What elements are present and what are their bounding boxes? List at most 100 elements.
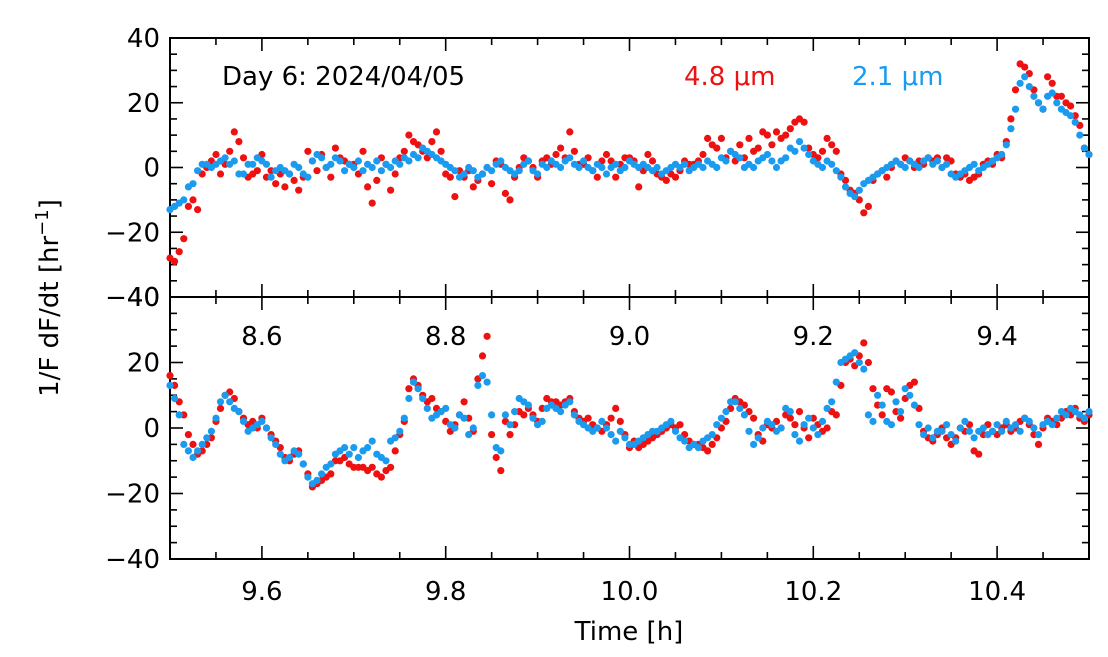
data-point-4-8-um [1048, 79, 1056, 87]
data-point-2-1-um [400, 414, 408, 422]
data-point-2-1-um [828, 160, 836, 168]
data-point-2-1-um [350, 163, 358, 172]
data-point-4-8-um [272, 180, 280, 188]
data-point-2-1-um [805, 150, 813, 159]
data-point-2-1-um [1048, 89, 1056, 97]
data-point-2-1-um [947, 431, 955, 439]
data-point-2-1-um [832, 378, 840, 386]
bottom-y-tick-label: 20 [127, 349, 160, 379]
data-point-2-1-um [262, 160, 271, 168]
top-y-tick-label: −20 [105, 218, 160, 248]
data-point-4-8-um [635, 183, 643, 191]
data-point-4-8-um [405, 385, 413, 393]
data-point-2-1-um [791, 431, 799, 439]
data-point-4-8-um [492, 453, 500, 462]
data-point-4-8-um [400, 147, 408, 155]
data-point-4-8-um [166, 372, 174, 380]
data-point-2-1-um [189, 453, 197, 462]
data-point-2-1-um [593, 424, 601, 432]
x-tick-label: 10.2 [784, 577, 842, 607]
data-point-2-1-um [510, 408, 519, 416]
bottom-y-tick-label: 40 [127, 283, 160, 313]
data-point-2-1-um [736, 154, 744, 162]
data-point-2-1-um [272, 440, 280, 448]
data-point-4-8-um [869, 385, 877, 393]
data-point-2-1-um [970, 160, 978, 168]
data-point-4-8-um [432, 128, 441, 136]
data-point-2-1-um [313, 476, 321, 484]
data-point-2-1-um [221, 154, 229, 162]
data-point-2-1-um [207, 427, 215, 435]
data-point-2-1-um [524, 157, 533, 165]
data-point-4-8-um [1044, 73, 1052, 81]
data-point-2-1-um [800, 144, 808, 152]
data-point-4-8-um [823, 134, 831, 142]
data-point-2-1-um [653, 163, 661, 172]
data-point-2-1-um [189, 180, 197, 188]
data-point-4-8-um [313, 167, 321, 175]
data-point-2-1-um [681, 437, 689, 445]
data-point-2-1-um [327, 160, 335, 168]
data-point-4-8-um [189, 196, 197, 204]
data-point-2-1-um [497, 157, 505, 165]
secondary-x-tick-label: 8.8 [425, 322, 466, 352]
data-point-4-8-um [327, 173, 335, 181]
data-point-2-1-um [607, 431, 615, 439]
data-point-2-1-um [460, 414, 468, 422]
data-point-4-8-um [359, 147, 367, 155]
data-point-4-8-um [786, 125, 794, 133]
data-point-4-8-um [175, 248, 183, 256]
data-point-4-8-um [566, 128, 574, 136]
data-point-2-1-um [566, 398, 574, 406]
data-point-2-1-um [933, 157, 942, 165]
data-point-2-1-um [768, 421, 776, 429]
data-point-4-8-um [377, 473, 385, 481]
data-point-2-1-um [759, 424, 767, 432]
data-point-2-1-um [915, 163, 923, 172]
data-point-2-1-um [336, 157, 344, 165]
data-point-2-1-um [180, 196, 188, 204]
data-point-2-1-um [579, 157, 588, 165]
data-point-2-1-um [763, 150, 772, 159]
data-point-2-1-um [887, 421, 896, 429]
data-point-2-1-um [952, 437, 960, 445]
data-point-2-1-um [708, 431, 716, 439]
data-point-4-8-um [717, 134, 726, 142]
data-point-4-8-um [373, 176, 381, 184]
data-point-4-8-um [387, 463, 395, 471]
data-point-2-1-um [1080, 414, 1088, 422]
data-point-4-8-um [506, 196, 514, 204]
data-point-2-1-um [258, 417, 266, 425]
data-point-2-1-um [194, 447, 202, 455]
data-point-2-1-um [897, 408, 905, 416]
data-point-4-8-um [832, 147, 840, 155]
date-annotation: Day 6: 2024/04/05 [222, 62, 465, 92]
data-point-4-8-um [331, 144, 339, 152]
data-point-4-8-um [662, 176, 670, 184]
legend-label-4-8-um: 4.8 μm [684, 62, 775, 92]
data-point-2-1-um [616, 427, 624, 435]
data-point-2-1-um [681, 160, 689, 168]
data-point-2-1-um [938, 427, 946, 435]
data-point-4-8-um [864, 358, 873, 367]
data-point-2-1-um [230, 157, 238, 165]
data-point-4-8-um [602, 150, 611, 159]
data-point-2-1-um [589, 167, 597, 175]
data-point-2-1-um [354, 453, 362, 462]
data-point-4-8-um [364, 183, 372, 191]
data-point-2-1-um [175, 411, 183, 419]
data-point-4-8-um [648, 157, 657, 165]
data-point-2-1-um [474, 381, 482, 389]
data-point-2-1-um [1048, 421, 1056, 429]
data-point-2-1-um [345, 450, 353, 458]
data-point-4-8-um [795, 408, 804, 416]
data-point-2-1-um [419, 394, 427, 403]
data-point-4-8-um [864, 202, 873, 210]
data-point-4-8-um [616, 417, 624, 425]
data-point-4-8-um [391, 447, 399, 455]
data-point-2-1-um [524, 401, 533, 409]
top-y-tick-label: −40 [105, 283, 160, 313]
top-panel-points [166, 60, 1093, 265]
data-point-2-1-um [1002, 141, 1010, 149]
data-point-4-8-um [387, 186, 395, 194]
